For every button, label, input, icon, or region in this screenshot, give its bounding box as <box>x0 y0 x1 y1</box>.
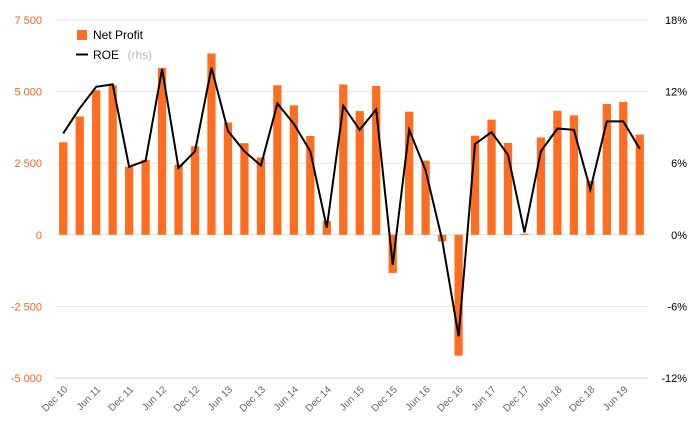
legend-label-net-profit: Net Profit <box>93 28 144 42</box>
bar <box>273 85 282 235</box>
x-tick-label: Dec 14 <box>304 384 334 414</box>
right-axis-ticks: 18% 12% 6% 0% -6% -12% <box>661 15 687 385</box>
right-tick-label: 6% <box>671 158 687 170</box>
bar <box>520 233 529 235</box>
bar <box>59 142 68 235</box>
bar <box>92 90 101 235</box>
bar <box>190 146 200 235</box>
bar <box>619 101 628 235</box>
bar <box>536 137 546 235</box>
bar <box>108 85 117 235</box>
x-tick-label: Jun 19 <box>601 384 630 413</box>
x-tick-label: Jun 13 <box>206 384 235 413</box>
bar <box>322 221 331 235</box>
left-tick-label: 5 000 <box>14 87 42 99</box>
left-tick-label: 2 500 <box>14 158 42 170</box>
net-profit-bars <box>59 53 644 356</box>
x-tick-label: Dec 12 <box>172 384 202 414</box>
legend-label-roe: ROE (rhs) <box>93 46 152 63</box>
left-axis-ticks: 7 500 5 000 2 500 0 -2 500 -5 000 <box>11 15 42 385</box>
x-tick-label: Jun 14 <box>272 384 301 413</box>
x-tick-label: Dec 15 <box>370 384 400 414</box>
bar <box>569 115 578 235</box>
x-tick-label: Dec 13 <box>238 384 268 414</box>
x-tick-label: Jun 11 <box>75 384 104 413</box>
bar <box>289 105 298 235</box>
bar <box>75 116 84 235</box>
x-axis-ticks: Dec 10 Jun 11 Dec 11 Jun 12 Dec 12 Jun 13 Dec … <box>40 384 631 414</box>
bar <box>339 84 348 235</box>
bar <box>553 110 562 235</box>
right-tick-label: -6% <box>667 301 687 313</box>
right-tick-label: 0% <box>671 230 687 242</box>
right-tick-label: 18% <box>665 15 687 27</box>
legend: Net Profit ROE (rhs) <box>76 28 152 63</box>
right-tick-label: -12% <box>661 373 687 385</box>
legend-swatch-net-profit <box>77 30 87 40</box>
x-tick-label: Dec 17 <box>501 384 531 414</box>
left-tick-label: 7 500 <box>14 15 42 27</box>
bar <box>635 134 644 235</box>
x-tick-label: Dec 11 <box>107 384 137 414</box>
legend-label-roe-name: ROE <box>93 48 119 62</box>
x-tick-label: Jun 12 <box>140 384 169 413</box>
bar <box>586 180 595 235</box>
bar <box>141 159 150 235</box>
bar <box>355 111 364 235</box>
x-tick-label: Jun 15 <box>338 384 367 413</box>
roe-line <box>62 67 641 337</box>
bar <box>454 234 463 356</box>
x-tick-label: Jun 18 <box>536 384 565 413</box>
x-tick-label: Jun 16 <box>404 384 433 413</box>
bar <box>503 142 513 235</box>
left-tick-label: 0 <box>36 230 42 242</box>
bar <box>174 164 183 235</box>
bar <box>602 103 611 235</box>
bar <box>470 135 480 235</box>
left-tick-label: -2 500 <box>11 301 42 313</box>
bar <box>157 67 167 235</box>
bar <box>207 53 216 235</box>
right-tick-label: 12% <box>665 87 687 99</box>
bar <box>421 160 430 235</box>
bar <box>306 135 315 235</box>
left-tick-label: -5 000 <box>11 373 42 385</box>
x-tick-label: Jun 17 <box>470 384 499 413</box>
x-tick-label: Dec 16 <box>436 384 466 414</box>
roe-line-group <box>62 67 641 337</box>
x-tick-label: Dec 18 <box>567 384 597 414</box>
bar <box>372 85 381 235</box>
bar <box>388 234 397 273</box>
bar <box>223 122 233 235</box>
bar <box>240 143 249 235</box>
bar <box>487 119 496 235</box>
bar <box>125 166 134 235</box>
bar <box>405 111 414 235</box>
legend-label-roe-suffix: (rhs) <box>127 48 152 62</box>
x-tick-label: Dec 10 <box>40 384 70 414</box>
bar <box>256 157 266 235</box>
